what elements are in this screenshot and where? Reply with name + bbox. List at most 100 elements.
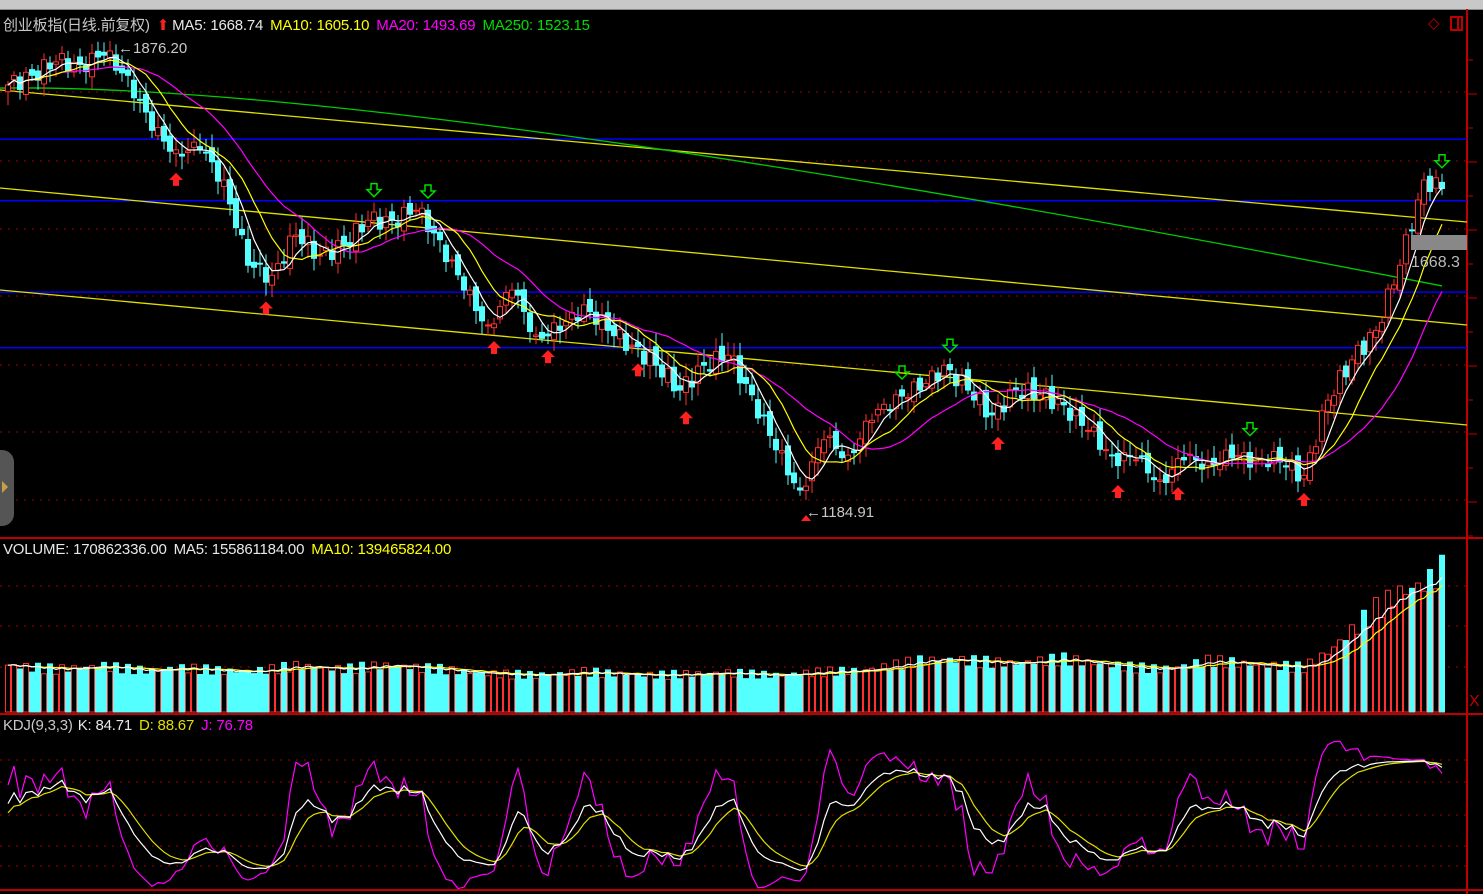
volume-bar	[581, 667, 587, 713]
diamond-icon[interactable]: ◇	[1428, 15, 1440, 32]
candle-body	[953, 374, 959, 387]
candle-body	[41, 59, 47, 85]
volume-bar	[317, 667, 323, 713]
volume-bar	[119, 673, 125, 713]
candle-body	[263, 267, 269, 283]
volume-bar	[1127, 661, 1133, 713]
sell-signal-arrow-icon	[1241, 421, 1259, 437]
volume-bar	[941, 658, 947, 713]
candle-body	[833, 430, 839, 449]
candle-body	[1421, 179, 1427, 205]
volume-bar	[1109, 667, 1115, 713]
candle-body	[71, 61, 77, 73]
side-panel-toggle-handle[interactable]	[0, 450, 14, 526]
ma250-value: MA250: 1523.15	[482, 17, 590, 34]
volume-bar	[203, 664, 209, 713]
candle-body	[587, 298, 593, 313]
volume-bar	[497, 677, 503, 713]
candle-body	[779, 450, 785, 454]
volume-bar	[17, 668, 23, 713]
index-title: 创业板指(日线.前复权)	[3, 17, 150, 34]
candle-body	[1031, 377, 1037, 400]
volume-bar	[461, 669, 467, 713]
candle-body	[1367, 331, 1373, 353]
volume-bar	[431, 673, 437, 713]
candle-body	[1001, 405, 1007, 413]
volume-bar	[413, 663, 419, 713]
volume-bar	[287, 671, 293, 713]
candle-body	[707, 369, 713, 372]
candle-body	[995, 402, 1001, 420]
candle-body	[911, 381, 917, 403]
volume-bar	[257, 666, 263, 713]
candle-body	[77, 56, 83, 66]
kdj-k-value: K: 84.71	[77, 717, 132, 734]
low-price-value: 1184.91	[821, 504, 875, 521]
candle-body	[719, 345, 725, 362]
candle-body	[53, 61, 59, 65]
candle-body	[389, 211, 395, 221]
close-pane-icon[interactable]: X	[1469, 693, 1480, 710]
candle-body	[479, 306, 485, 322]
volume-bar	[311, 668, 317, 713]
volume-bar	[359, 661, 365, 713]
volume-bar	[1343, 640, 1349, 713]
volume-bar	[869, 667, 875, 713]
candle-body	[611, 325, 617, 337]
volume-bar	[323, 666, 329, 713]
candle-body	[821, 439, 827, 454]
volume-bar	[527, 671, 533, 713]
candle-body	[11, 75, 17, 81]
candle-body	[227, 179, 233, 205]
candle-body	[605, 312, 611, 331]
volume-bar	[665, 678, 671, 713]
volume-bar	[89, 665, 95, 713]
volume-bar	[557, 672, 563, 713]
candle-body	[677, 385, 683, 391]
volume-bar	[335, 665, 341, 713]
candle-body	[233, 198, 239, 229]
volume-bar	[1181, 664, 1187, 713]
candle-body	[1055, 398, 1061, 405]
candle-body	[509, 289, 515, 299]
ma250-line	[0, 87, 1443, 287]
volume-bar	[1049, 653, 1055, 713]
buy-signal-arrow-icon	[487, 341, 501, 355]
volume-bar	[71, 665, 77, 713]
low-price-label: ←1184.91	[806, 504, 875, 521]
volume-bar	[329, 670, 335, 713]
candle-body	[281, 261, 287, 264]
volume-bar	[983, 655, 989, 713]
candle-body	[185, 150, 191, 153]
candle-body	[827, 435, 833, 439]
window-layout-icon[interactable]	[1450, 16, 1463, 31]
candle-body	[1091, 426, 1097, 432]
candle-body	[515, 289, 521, 296]
volume-bar	[149, 668, 155, 713]
volume-bar	[1205, 654, 1211, 713]
volume-bar	[599, 677, 605, 713]
volume-bar	[245, 670, 251, 713]
candle-body	[791, 472, 797, 484]
volume-bar	[935, 660, 941, 713]
candle-body	[701, 362, 707, 366]
volume-bar	[437, 663, 443, 713]
volume-bar	[1085, 659, 1091, 713]
volume-bar	[1175, 666, 1181, 713]
candle-body	[737, 355, 743, 384]
candle-body	[341, 235, 347, 246]
volume-bar	[479, 671, 485, 713]
candle-body	[1325, 399, 1331, 413]
candle-body	[1415, 199, 1421, 234]
buy-signal-arrow-icon	[541, 350, 555, 364]
volume-bar	[29, 671, 35, 713]
volume-bar	[917, 655, 923, 713]
buy-signal-arrow-icon	[259, 301, 273, 315]
volume-bar	[23, 663, 29, 713]
volume-bar	[623, 674, 629, 713]
buy-signal-arrow-icon	[1111, 485, 1125, 499]
candle-body	[1085, 429, 1091, 432]
candle-body	[725, 354, 731, 361]
candle-body	[761, 414, 767, 417]
